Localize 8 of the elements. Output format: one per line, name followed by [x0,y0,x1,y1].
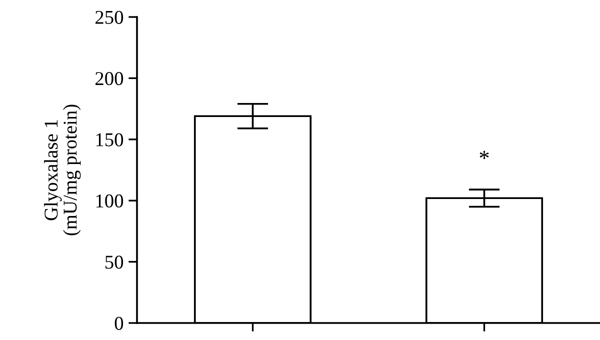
y-tick-label: 200 [95,72,124,86]
y-tick-label: 100 [96,194,124,208]
annotation: * [480,150,489,160]
y-tick-label: 50 [105,256,124,269]
y-tick-label: 0 [114,316,124,330]
y-tick-label: 250 [95,10,124,24]
y-axis-title: Glyoxalase 1 (mU/mg protein) [44,104,81,236]
y-tick-label: 150 [96,133,124,146]
